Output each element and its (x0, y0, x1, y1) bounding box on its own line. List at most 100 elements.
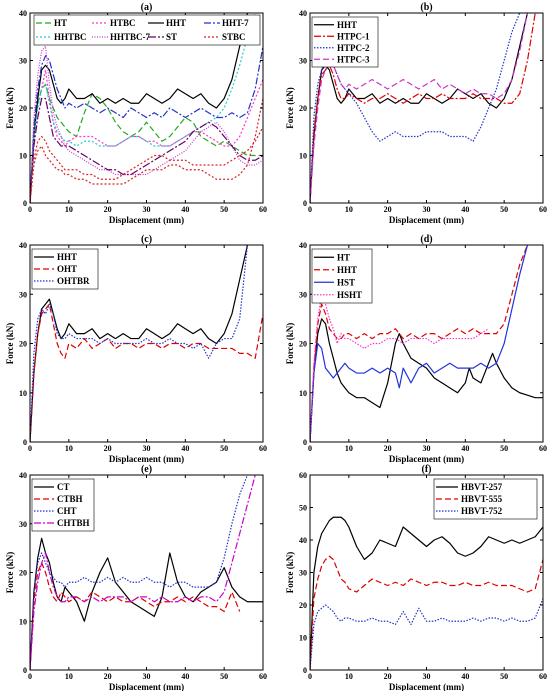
y-tick-label: 40 (19, 9, 27, 18)
x-tick-label: 30 (423, 444, 431, 453)
legend-box (311, 248, 373, 304)
x-tick-label: 0 (308, 444, 312, 453)
series-line-ht (30, 83, 263, 203)
y-tick-label: 10 (299, 389, 307, 398)
y-tick-label: 0 (303, 666, 307, 675)
series-line-htpc-1 (310, 13, 536, 203)
panel-title: (d) (420, 234, 432, 245)
x-tick-label: 30 (143, 444, 151, 453)
y-tick-label: 20 (299, 340, 307, 349)
x-tick-label: 20 (384, 444, 392, 453)
x-tick-label: 40 (461, 672, 469, 681)
y-tick-label: 30 (19, 520, 27, 529)
x-tick-label: 10 (345, 672, 353, 681)
panel-title: (a) (141, 2, 153, 13)
legend: HT HHT HST HSHT (311, 248, 373, 304)
y-axis-title: Force (kN) (285, 323, 295, 365)
x-tick-label: 60 (539, 444, 547, 453)
y-tick-label: 0 (23, 666, 27, 675)
x-tick-label: 50 (220, 205, 228, 214)
x-tick-label: 30 (423, 205, 431, 214)
series-group (30, 13, 263, 203)
y-tick-label: 20 (299, 601, 307, 610)
y-tick-label: 10 (19, 152, 27, 161)
legend-label: OHT (57, 264, 77, 274)
legend-label: HHT-7 (222, 18, 249, 28)
y-tick-label: 10 (19, 617, 27, 626)
y-axis-title: Force (kN) (5, 87, 15, 129)
x-axis-title: Displacement (mm) (109, 215, 184, 225)
x-tick-label: 0 (28, 205, 32, 214)
y-tick-label: 0 (23, 199, 27, 208)
legend-label: CTBH (57, 494, 83, 504)
series-line-htbc (30, 69, 263, 203)
x-tick-label: 40 (181, 205, 189, 214)
series-line-hbvt-555 (310, 555, 543, 670)
y-tick-label: 10 (19, 389, 27, 398)
legend-label: HHT (166, 18, 186, 28)
legend-label: CHT (57, 506, 77, 516)
x-tick-label: 10 (345, 205, 353, 214)
legend: HHT OHT OHTBR (31, 248, 99, 290)
x-tick-label: 40 (461, 444, 469, 453)
x-tick-label: 20 (104, 672, 112, 681)
x-axis-title: Displacement (mm) (389, 454, 464, 464)
legend-label: HT (54, 18, 67, 28)
legend-label: HHT (57, 252, 77, 262)
y-tick-label: 30 (19, 57, 27, 66)
legend-box (433, 478, 538, 520)
series-line-st (30, 97, 263, 203)
legend-label: HHT (337, 265, 357, 275)
y-axis-title: Force (kN) (5, 552, 15, 594)
series-line-hhtbc-7 (30, 45, 263, 203)
y-tick-label: 40 (299, 241, 307, 250)
x-tick-label: 20 (104, 205, 112, 214)
x-tick-label: 60 (259, 205, 267, 214)
panel-title: (b) (420, 2, 432, 13)
series-line-hhtbc (30, 13, 256, 203)
x-tick-label: 50 (500, 205, 508, 214)
y-tick-label: 60 (299, 471, 307, 480)
x-tick-label: 10 (65, 672, 73, 681)
series-line-hsht (310, 293, 489, 442)
x-tick-label: 20 (104, 444, 112, 453)
x-axis-title: Displacement (mm) (109, 454, 184, 464)
x-tick-label: 50 (220, 672, 228, 681)
series-line-chtbh (30, 475, 256, 670)
x-tick-label: 60 (539, 205, 547, 214)
x-tick-label: 40 (461, 205, 469, 214)
legend-box (33, 14, 261, 46)
legend-label: HHTBC-7 (110, 32, 151, 42)
x-tick-label: 0 (28, 672, 32, 681)
series-group (310, 516, 543, 670)
x-tick-label: 60 (259, 672, 267, 681)
legend-label: HBVT-257 (461, 482, 503, 492)
y-axis-title: Force (kN) (5, 323, 15, 365)
x-tick-label: 0 (28, 444, 32, 453)
series-group (30, 475, 263, 670)
y-tick-label: 30 (299, 569, 307, 578)
x-tick-label: 50 (500, 672, 508, 681)
legend: CT CTBH CHT CHTBH (31, 478, 95, 532)
series-line-ht (310, 318, 543, 442)
x-tick-label: 20 (384, 672, 392, 681)
y-tick-label: 30 (299, 57, 307, 66)
y-tick-label: 10 (299, 634, 307, 643)
legend-label: HBVT-555 (461, 494, 503, 504)
x-tick-label: 40 (181, 444, 189, 453)
series-line-ohtbr (30, 245, 249, 442)
y-tick-label: 0 (303, 199, 307, 208)
legend-label: CHTBH (57, 518, 90, 528)
x-tick-label: 10 (65, 205, 73, 214)
legend-label: HSHT (337, 290, 362, 300)
y-axis-title: Force (kN) (285, 552, 295, 594)
legend-label: OHTBR (57, 276, 90, 286)
y-tick-label: 20 (299, 104, 307, 113)
series-line-cht (30, 475, 249, 670)
legend-label: HTPC-2 (337, 43, 370, 53)
y-tick-label: 40 (299, 536, 307, 545)
